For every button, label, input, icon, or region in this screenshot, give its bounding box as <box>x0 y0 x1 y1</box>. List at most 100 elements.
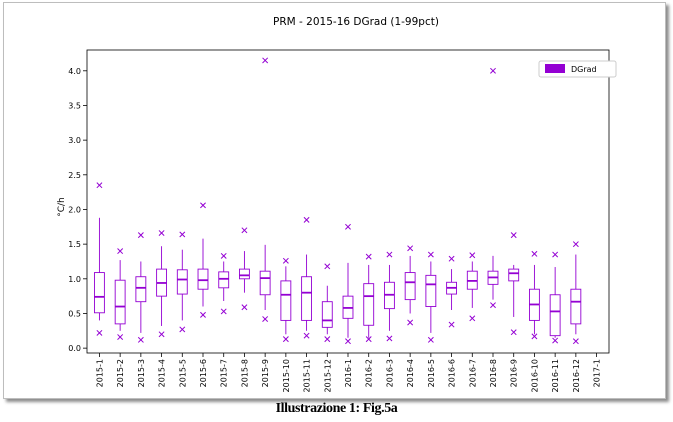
y-tick-label: 0.5 <box>68 309 81 318</box>
outlier-marker <box>137 232 144 239</box>
outlier-marker <box>510 232 517 239</box>
legend-swatch <box>545 64 565 73</box>
outlier-marker <box>200 311 206 318</box>
outlier-marker <box>365 253 372 260</box>
x-tick-label: 2016-5 <box>427 359 436 387</box>
outlier-marker <box>427 251 434 258</box>
outlier-marker <box>303 332 310 339</box>
box <box>197 268 209 290</box>
box <box>363 283 375 326</box>
outlier-marker <box>448 321 455 328</box>
outlier-marker <box>531 333 538 340</box>
y-tick-label: 3.5 <box>68 101 81 110</box>
outlier-marker <box>262 316 269 322</box>
x-tick-label: 2015-12 <box>323 359 332 392</box>
x-tick-label: 2015-3 <box>137 359 146 387</box>
x-tick-label: 2016-6 <box>448 359 457 387</box>
outlier-marker <box>552 251 559 258</box>
outlier-marker <box>345 223 351 230</box>
x-tick-label: 2015-2 <box>116 359 125 387</box>
box <box>259 270 271 296</box>
outlier-marker <box>179 231 186 238</box>
outlier-marker <box>220 252 227 259</box>
x-tick-label: 2015-4 <box>158 359 167 387</box>
box <box>114 279 126 325</box>
outlier-marker <box>324 263 331 270</box>
outlier-marker <box>572 338 579 345</box>
x-tick-label: 2016-10 <box>530 359 539 392</box>
x-tick-label: 2015-5 <box>178 359 187 387</box>
outlier-marker <box>469 252 476 259</box>
x-tick-label: 2015-8 <box>240 359 249 387</box>
outlier-marker <box>407 319 414 326</box>
x-tick-label: 2015-7 <box>220 359 229 387</box>
legend: DGrad <box>538 60 617 78</box>
outlier-marker <box>282 257 289 264</box>
outlier-marker <box>179 326 186 333</box>
outlier-marker <box>427 336 434 343</box>
box <box>549 294 561 337</box>
y-tick-label: 2.0 <box>68 205 81 214</box>
outlier-marker <box>262 57 269 64</box>
outlier-marker <box>117 334 124 341</box>
boxplot-chart: PRM - 2015-16 DGrad (1-99pct) °C/h 0.0 0.… <box>57 16 617 392</box>
box <box>176 269 188 295</box>
x-tick-label: 2015-9 <box>261 359 270 387</box>
x-tick-label: 2016-7 <box>468 359 477 387</box>
x-tick-label: 2015-10 <box>282 359 291 392</box>
box <box>218 271 230 289</box>
outlier-marker <box>386 335 393 342</box>
outlier-marker <box>241 227 248 234</box>
y-tick-label: 1.5 <box>68 240 81 249</box>
x-tick-label: 2016-9 <box>510 359 519 387</box>
x-tick-label: 2016-4 <box>406 359 415 387</box>
outlier-marker <box>241 304 248 311</box>
outlier-marker <box>158 331 165 338</box>
outlier-marker <box>365 336 372 343</box>
box <box>425 274 437 307</box>
y-tick-label: 1.0 <box>68 275 81 284</box>
outlier-marker <box>531 250 538 257</box>
y-axis-label: °C/h <box>57 197 67 217</box>
outlier-marker <box>407 245 414 252</box>
y-tick-label: 2.5 <box>68 171 81 180</box>
outlier-marker <box>469 315 476 322</box>
outlier-marker <box>137 336 144 343</box>
box <box>280 280 292 321</box>
outlier-marker <box>552 337 559 344</box>
outlier-marker <box>96 182 103 189</box>
outlier-marker <box>490 302 496 309</box>
x-tick-label: 2015-6 <box>199 359 208 387</box>
box <box>508 268 520 282</box>
chart-title: PRM - 2015-16 DGrad (1-99pct) <box>273 16 439 28</box>
legend-label-dgrad: DGrad <box>571 65 597 74</box>
box <box>404 272 416 301</box>
outlier-marker <box>96 329 103 336</box>
box <box>301 276 312 321</box>
outlier-marker <box>303 216 310 223</box>
y-tick-label: 3.0 <box>68 136 81 145</box>
box <box>570 288 582 325</box>
x-tick-label: 2016-2 <box>365 359 374 387</box>
box <box>135 276 147 303</box>
outlier-marker <box>490 67 496 74</box>
x-tick-label: 2016-8 <box>489 359 498 387</box>
y-tick-label: 0.0 <box>68 344 81 353</box>
box <box>321 301 333 328</box>
x-tick-label: 2016-11 <box>551 359 560 392</box>
outlier-marker <box>572 241 579 248</box>
outlier-marker <box>282 336 289 343</box>
figure-frame: PRM - 2015-16 DGrad (1-99pct) °C/h 0.0 0.… <box>3 2 666 399</box>
x-tick-label: 2016-3 <box>385 359 394 387</box>
outlier-marker <box>117 248 124 255</box>
outlier-marker <box>200 202 206 209</box>
y-tick-label: 4.0 <box>68 67 81 76</box>
figure-caption: Illustrazione 1: Fig.5a <box>275 401 398 416</box>
outlier-marker <box>386 251 393 258</box>
outlier-marker <box>510 329 517 336</box>
outlier-marker <box>220 308 227 315</box>
x-tick-label: 2015-1 <box>95 359 104 387</box>
x-tick-label: 2016-1 <box>344 359 353 387</box>
x-tick-label: 2016-12 <box>572 359 581 392</box>
outlier-marker <box>324 336 331 343</box>
